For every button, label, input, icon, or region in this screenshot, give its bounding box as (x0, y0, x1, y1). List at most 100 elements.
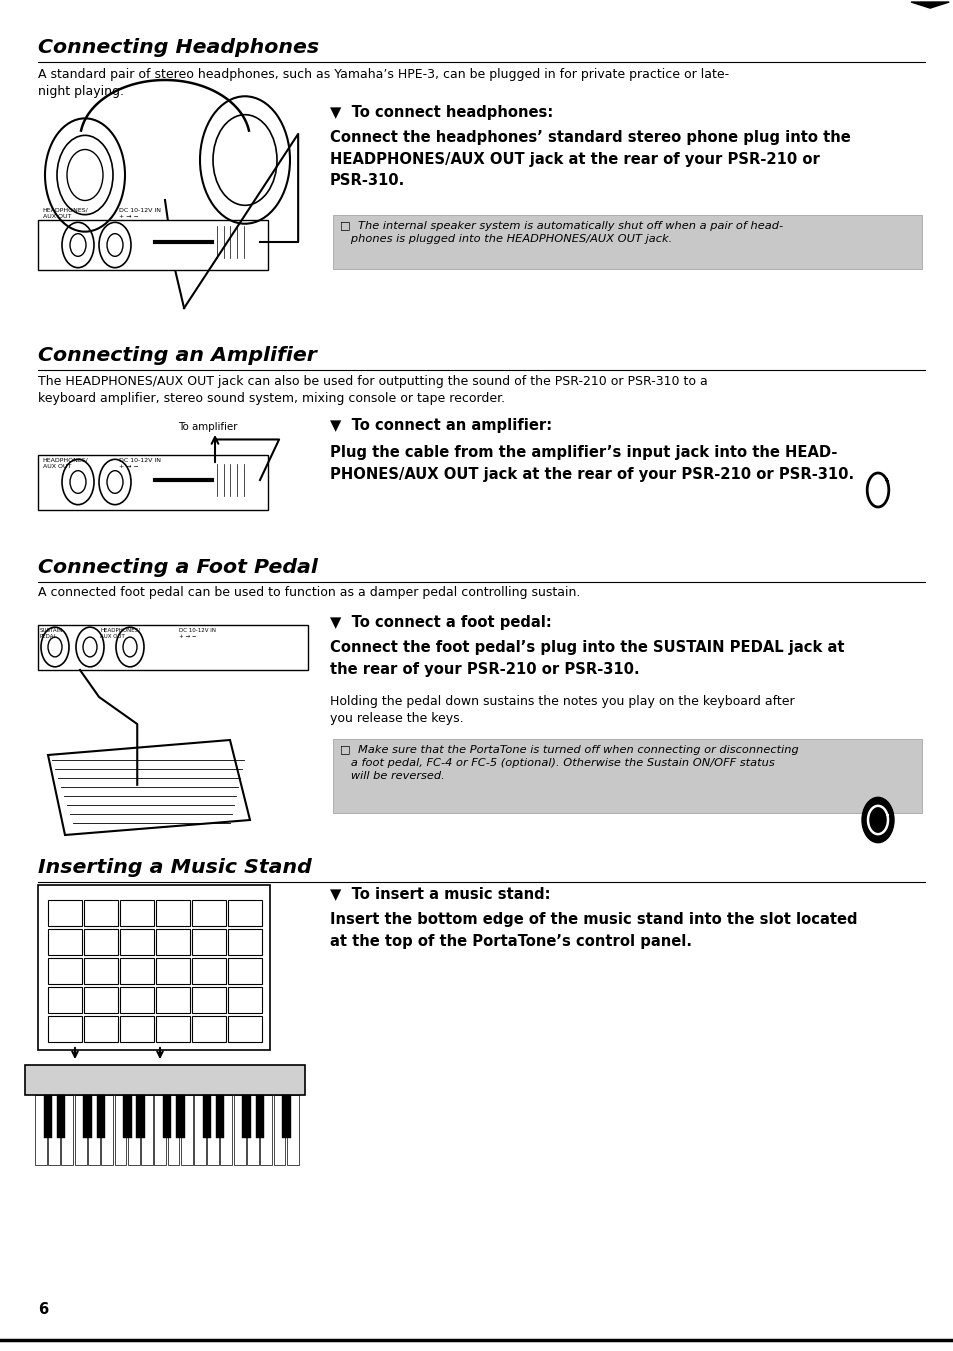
Text: ▼  To connect headphones:: ▼ To connect headphones: (330, 105, 553, 120)
Bar (83, 1096, 91, 1139)
Bar (260, 1096, 272, 1165)
Bar (136, 1096, 145, 1139)
Bar (38, 455, 268, 509)
Bar (48, 988, 82, 1013)
Bar (192, 958, 226, 984)
Bar (109, 1070, 127, 1084)
Bar (168, 1096, 179, 1165)
Bar (156, 900, 190, 925)
Text: Connecting Headphones: Connecting Headphones (38, 38, 319, 57)
Bar (274, 1096, 285, 1165)
Text: Plug the cable from the amplifier’s input jack into the HEAD-
PHONES/AUX OUT jac: Plug the cable from the amplifier’s inpu… (330, 444, 853, 481)
Bar (132, 1070, 150, 1084)
Text: □  Make sure that the PortaTone is turned off when connecting or disconnecting
 : □ Make sure that the PortaTone is turned… (339, 744, 798, 781)
Text: A connected foot pedal can be used to function as a damper pedal controlling sus: A connected foot pedal can be used to fu… (38, 586, 579, 598)
Bar (247, 1096, 258, 1165)
Text: To amplifier: To amplifier (178, 422, 237, 432)
Bar (163, 1096, 172, 1139)
Bar (180, 1096, 193, 1165)
Bar (96, 1096, 105, 1139)
Text: Insert the bottom edge of the music stand into the slot located
at the top of th: Insert the bottom edge of the music stan… (330, 912, 857, 948)
Polygon shape (38, 885, 270, 1050)
Bar (40, 1070, 58, 1084)
Text: ▼  To connect an amplifier:: ▼ To connect an amplifier: (330, 417, 552, 434)
Bar (156, 988, 190, 1013)
Bar (228, 900, 262, 925)
Bar (101, 1096, 113, 1165)
Bar (84, 988, 118, 1013)
Bar (201, 1070, 219, 1084)
Bar (154, 1070, 172, 1084)
Text: HEADPHONES/
AUX OUT: HEADPHONES/ AUX OUT (43, 208, 89, 219)
Text: HEADPHONES/
AUX OUT: HEADPHONES/ AUX OUT (100, 628, 140, 639)
Text: ▼  To insert a music stand:: ▼ To insert a music stand: (330, 886, 550, 901)
Bar (255, 1096, 264, 1139)
Bar (176, 1096, 185, 1139)
Bar (88, 1096, 100, 1165)
Bar (212, 226, 254, 258)
Bar (156, 1016, 190, 1042)
Bar (25, 1065, 305, 1096)
Text: Holding the pedal down sustains the notes you play on the keyboard after
you rel: Holding the pedal down sustains the note… (330, 694, 794, 725)
Bar (114, 1096, 126, 1165)
Text: ▼  To connect a foot pedal:: ▼ To connect a foot pedal: (330, 615, 551, 630)
Polygon shape (910, 3, 948, 8)
Bar (154, 1096, 166, 1165)
Bar (48, 929, 82, 955)
Bar (228, 988, 262, 1013)
Bar (228, 929, 262, 955)
Bar (228, 1016, 262, 1042)
Bar (120, 1016, 153, 1042)
Text: Inserting a Music Stand: Inserting a Music Stand (38, 858, 312, 877)
Bar (228, 958, 262, 984)
Bar (128, 1096, 139, 1165)
Bar (193, 1096, 206, 1165)
Bar (120, 900, 153, 925)
Text: 6: 6 (38, 1302, 49, 1317)
Bar (192, 900, 226, 925)
Text: The HEADPHONES/AUX OUT jack can also be used for outputting the sound of the PSR: The HEADPHONES/AUX OUT jack can also be … (38, 376, 707, 405)
Bar (49, 1096, 60, 1165)
Circle shape (862, 797, 893, 843)
Bar (38, 626, 308, 670)
Text: □  The internal speaker system is automatically shut off when a pair of head-
  : □ The internal speaker system is automat… (339, 220, 782, 245)
Bar (35, 1096, 47, 1165)
Bar (120, 929, 153, 955)
Bar (86, 1070, 104, 1084)
Bar (192, 929, 226, 955)
Bar (84, 929, 118, 955)
Bar (84, 900, 118, 925)
Bar (202, 1096, 211, 1139)
Bar (220, 1096, 233, 1165)
Bar (48, 1016, 82, 1042)
Text: Connect the foot pedal’s plug into the SUSTAIN PEDAL jack at
the rear of your PS: Connect the foot pedal’s plug into the S… (330, 640, 843, 677)
Text: Connecting an Amplifier: Connecting an Amplifier (38, 346, 316, 365)
Bar (282, 1096, 291, 1139)
Bar (242, 1096, 251, 1139)
Bar (48, 958, 82, 984)
Text: A standard pair of stereo headphones, such as Yamaha’s HPE-3, can be plugged in : A standard pair of stereo headphones, su… (38, 68, 728, 99)
Bar (156, 958, 190, 984)
Bar (212, 463, 254, 496)
Bar (207, 1096, 219, 1165)
Bar (141, 1096, 152, 1165)
Bar (192, 988, 226, 1013)
Bar (192, 1016, 226, 1042)
Text: DC 10-12V IN
+ → −: DC 10-12V IN + → − (119, 208, 161, 219)
Bar (74, 1096, 87, 1165)
Bar (120, 988, 153, 1013)
Text: DC 10-12V IN
+ → −: DC 10-12V IN + → − (179, 628, 216, 639)
FancyBboxPatch shape (333, 739, 921, 813)
Bar (84, 1016, 118, 1042)
Text: DC 10-12V IN
+ → −: DC 10-12V IN + → − (119, 458, 161, 469)
Text: Connecting a Foot Pedal: Connecting a Foot Pedal (38, 558, 317, 577)
Bar (57, 1096, 66, 1139)
Bar (215, 1096, 224, 1139)
Text: HEADPHONES/
AUX OUT: HEADPHONES/ AUX OUT (43, 458, 89, 469)
Bar (63, 1070, 81, 1084)
Bar (247, 1070, 265, 1084)
Bar (44, 1096, 52, 1139)
Bar (224, 1070, 242, 1084)
Bar (61, 1096, 73, 1165)
FancyBboxPatch shape (333, 215, 921, 269)
